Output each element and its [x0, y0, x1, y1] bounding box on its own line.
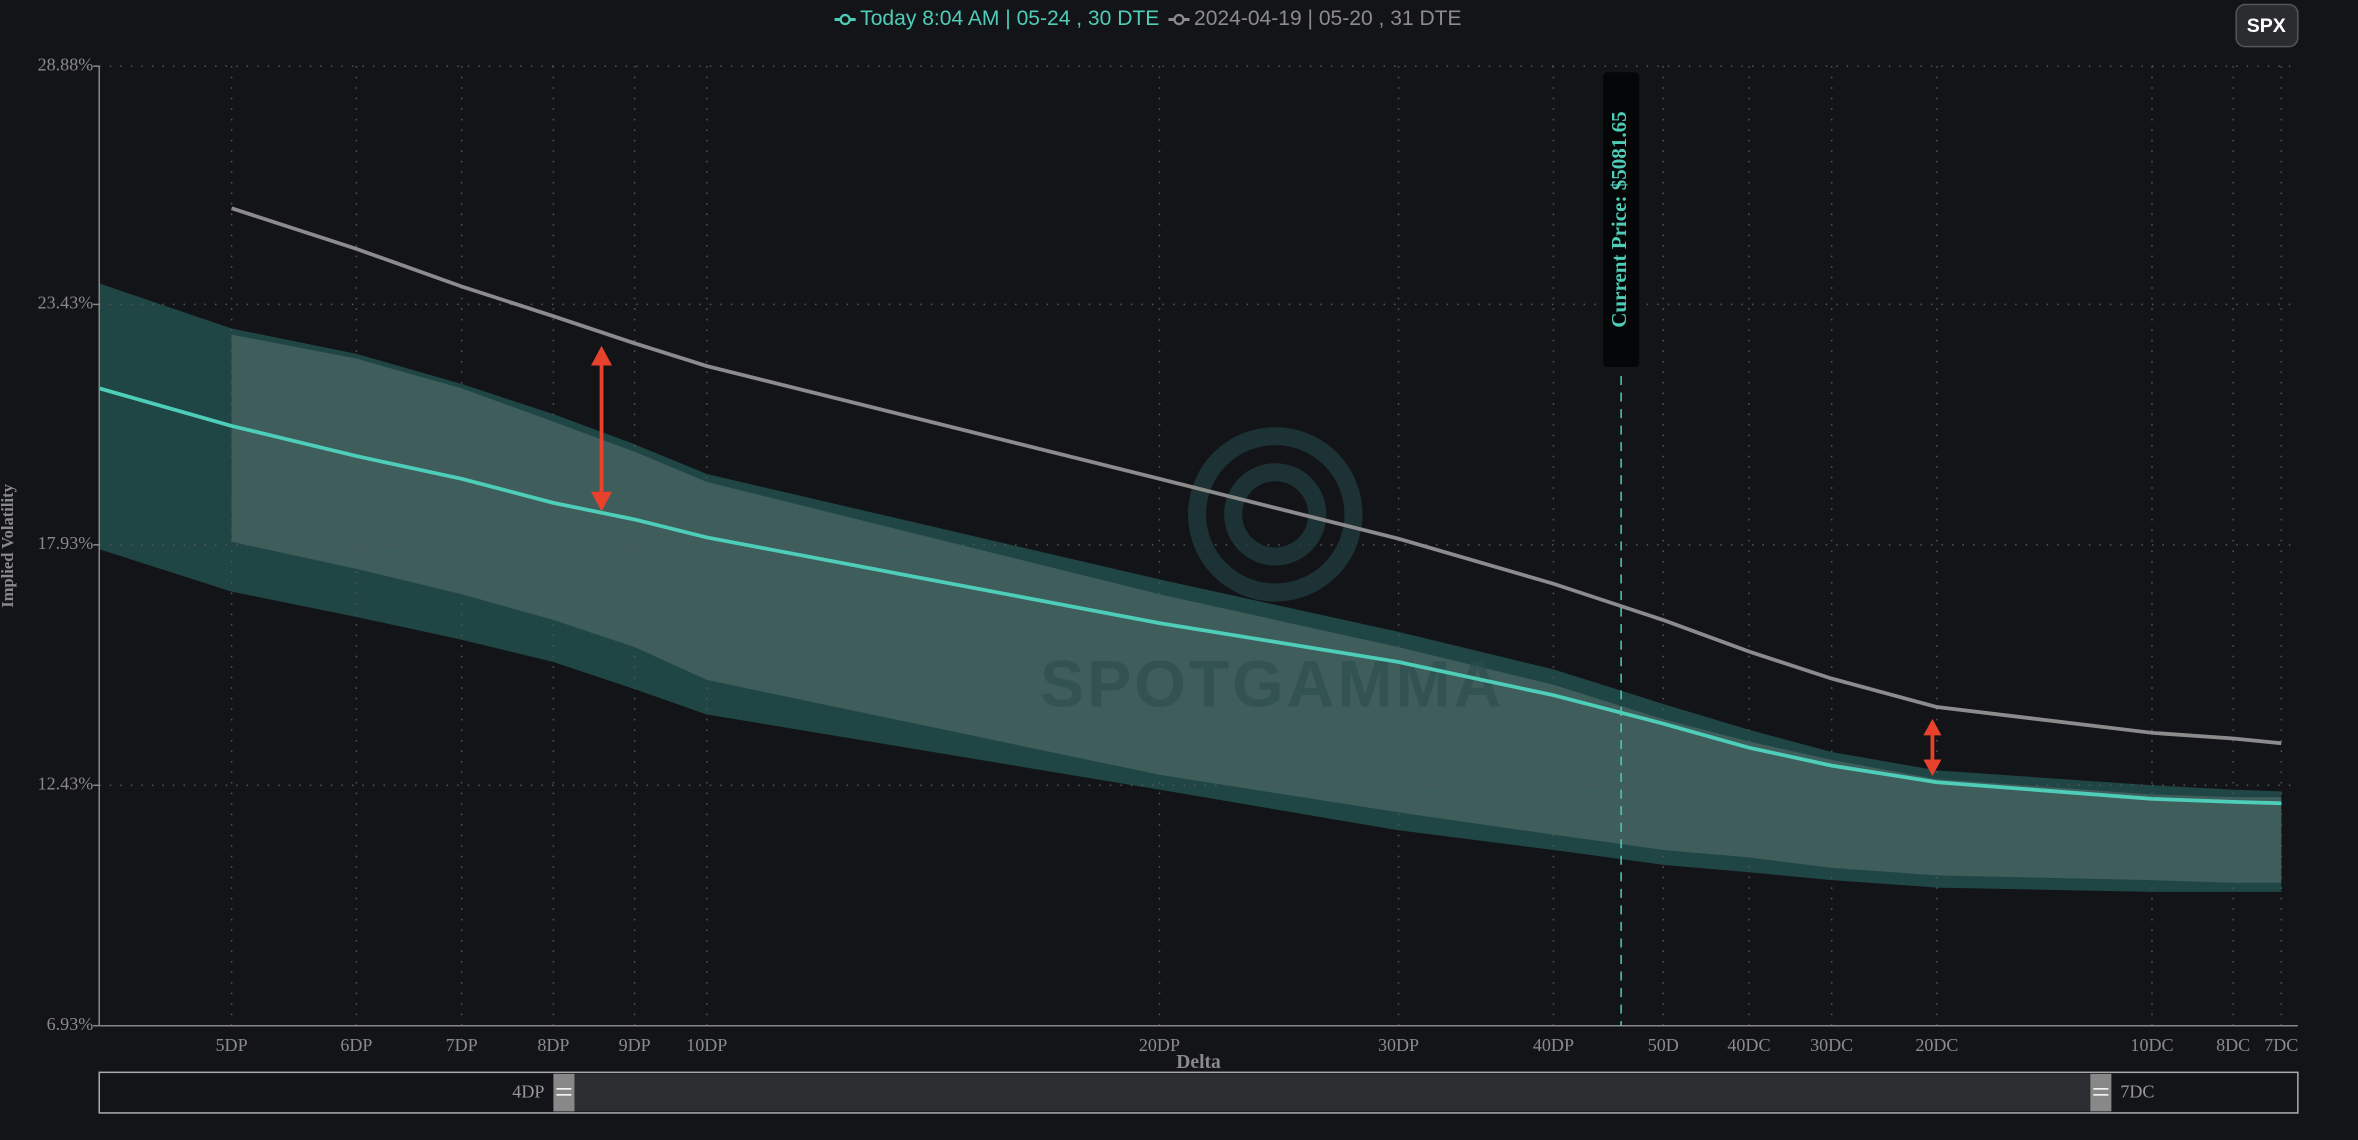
watermark-logo: [1188, 427, 1363, 602]
ticker-label[interactable]: SPX: [2247, 15, 2286, 37]
x-tick-label: 8DP: [537, 1035, 569, 1055]
x-tick-label: 9DP: [619, 1035, 651, 1055]
y-tick-label: 28.88%: [38, 54, 94, 74]
x-tick-label: 8DC: [2216, 1035, 2250, 1055]
legend-label: 2024-04-19 | 05-20 , 31 DTE: [1194, 7, 1462, 30]
band: [231, 334, 2282, 883]
bands: [99, 283, 2282, 892]
range-slider[interactable]: 4DP 7DC: [98, 1071, 2299, 1114]
legend-swatch: [839, 13, 851, 26]
x-tick-label: 20DC: [1915, 1035, 1958, 1055]
x-tick-label: 10DP: [686, 1035, 727, 1055]
x-tick-label: 5DP: [216, 1035, 248, 1055]
x-tick-label: 10DC: [2130, 1035, 2173, 1055]
y-tick-label: 12.43%: [38, 773, 94, 793]
y-tick-label: 17.93%: [38, 533, 94, 553]
slider-handle[interactable]: [2090, 1073, 2112, 1112]
legend: Today 8:04 AM | 05-24 , 30 DTE 2024-04-19…: [834, 7, 1462, 30]
lines: [98, 206, 2282, 806]
x-tick-label: 30DC: [1810, 1035, 1853, 1055]
arrow: [591, 345, 613, 512]
x-tick-label: 30DP: [1378, 1035, 1419, 1055]
legend-label: Today 8:04 AM | 05-24 , 30 DTE: [860, 7, 1159, 30]
range-start-label: 4DP: [512, 1082, 544, 1102]
x-tick-label: 7DC: [2264, 1035, 2298, 1055]
current-price-label: Current Price: $5081.65: [1607, 111, 1631, 327]
x-tick-label: 20DP: [1139, 1035, 1180, 1055]
series-line: [98, 386, 2282, 806]
watermark: SPOTGAMMA: [1040, 647, 1504, 721]
ticker-button-bg[interactable]: [2235, 3, 2299, 48]
x-tick-label: 50D: [1648, 1035, 1679, 1055]
x-tick-label: 7DP: [446, 1035, 478, 1055]
x-tick-label: 40DC: [1727, 1035, 1770, 1055]
current-price-box: [1603, 72, 1640, 367]
ticker-button[interactable]: SPX: [2235, 3, 2299, 48]
x-tick-label: 6DP: [340, 1035, 372, 1055]
arrow: [1923, 718, 1942, 777]
series-line: [231, 206, 2282, 746]
slider-track: [98, 1071, 2299, 1114]
y-tick-label: 6.93%: [47, 1014, 94, 1034]
slider-window[interactable]: [574, 1073, 2091, 1112]
x-axis-title: Delta: [1176, 1052, 1221, 1073]
legend-swatch: [1173, 13, 1185, 26]
range-end-label: 7DC: [2120, 1082, 2154, 1102]
y-tick-label: 23.43%: [38, 293, 94, 313]
y-axis-title: Implied Volatility: [0, 483, 17, 607]
x-tick-label: 40DP: [1533, 1035, 1574, 1055]
slider-handle[interactable]: [553, 1073, 575, 1112]
